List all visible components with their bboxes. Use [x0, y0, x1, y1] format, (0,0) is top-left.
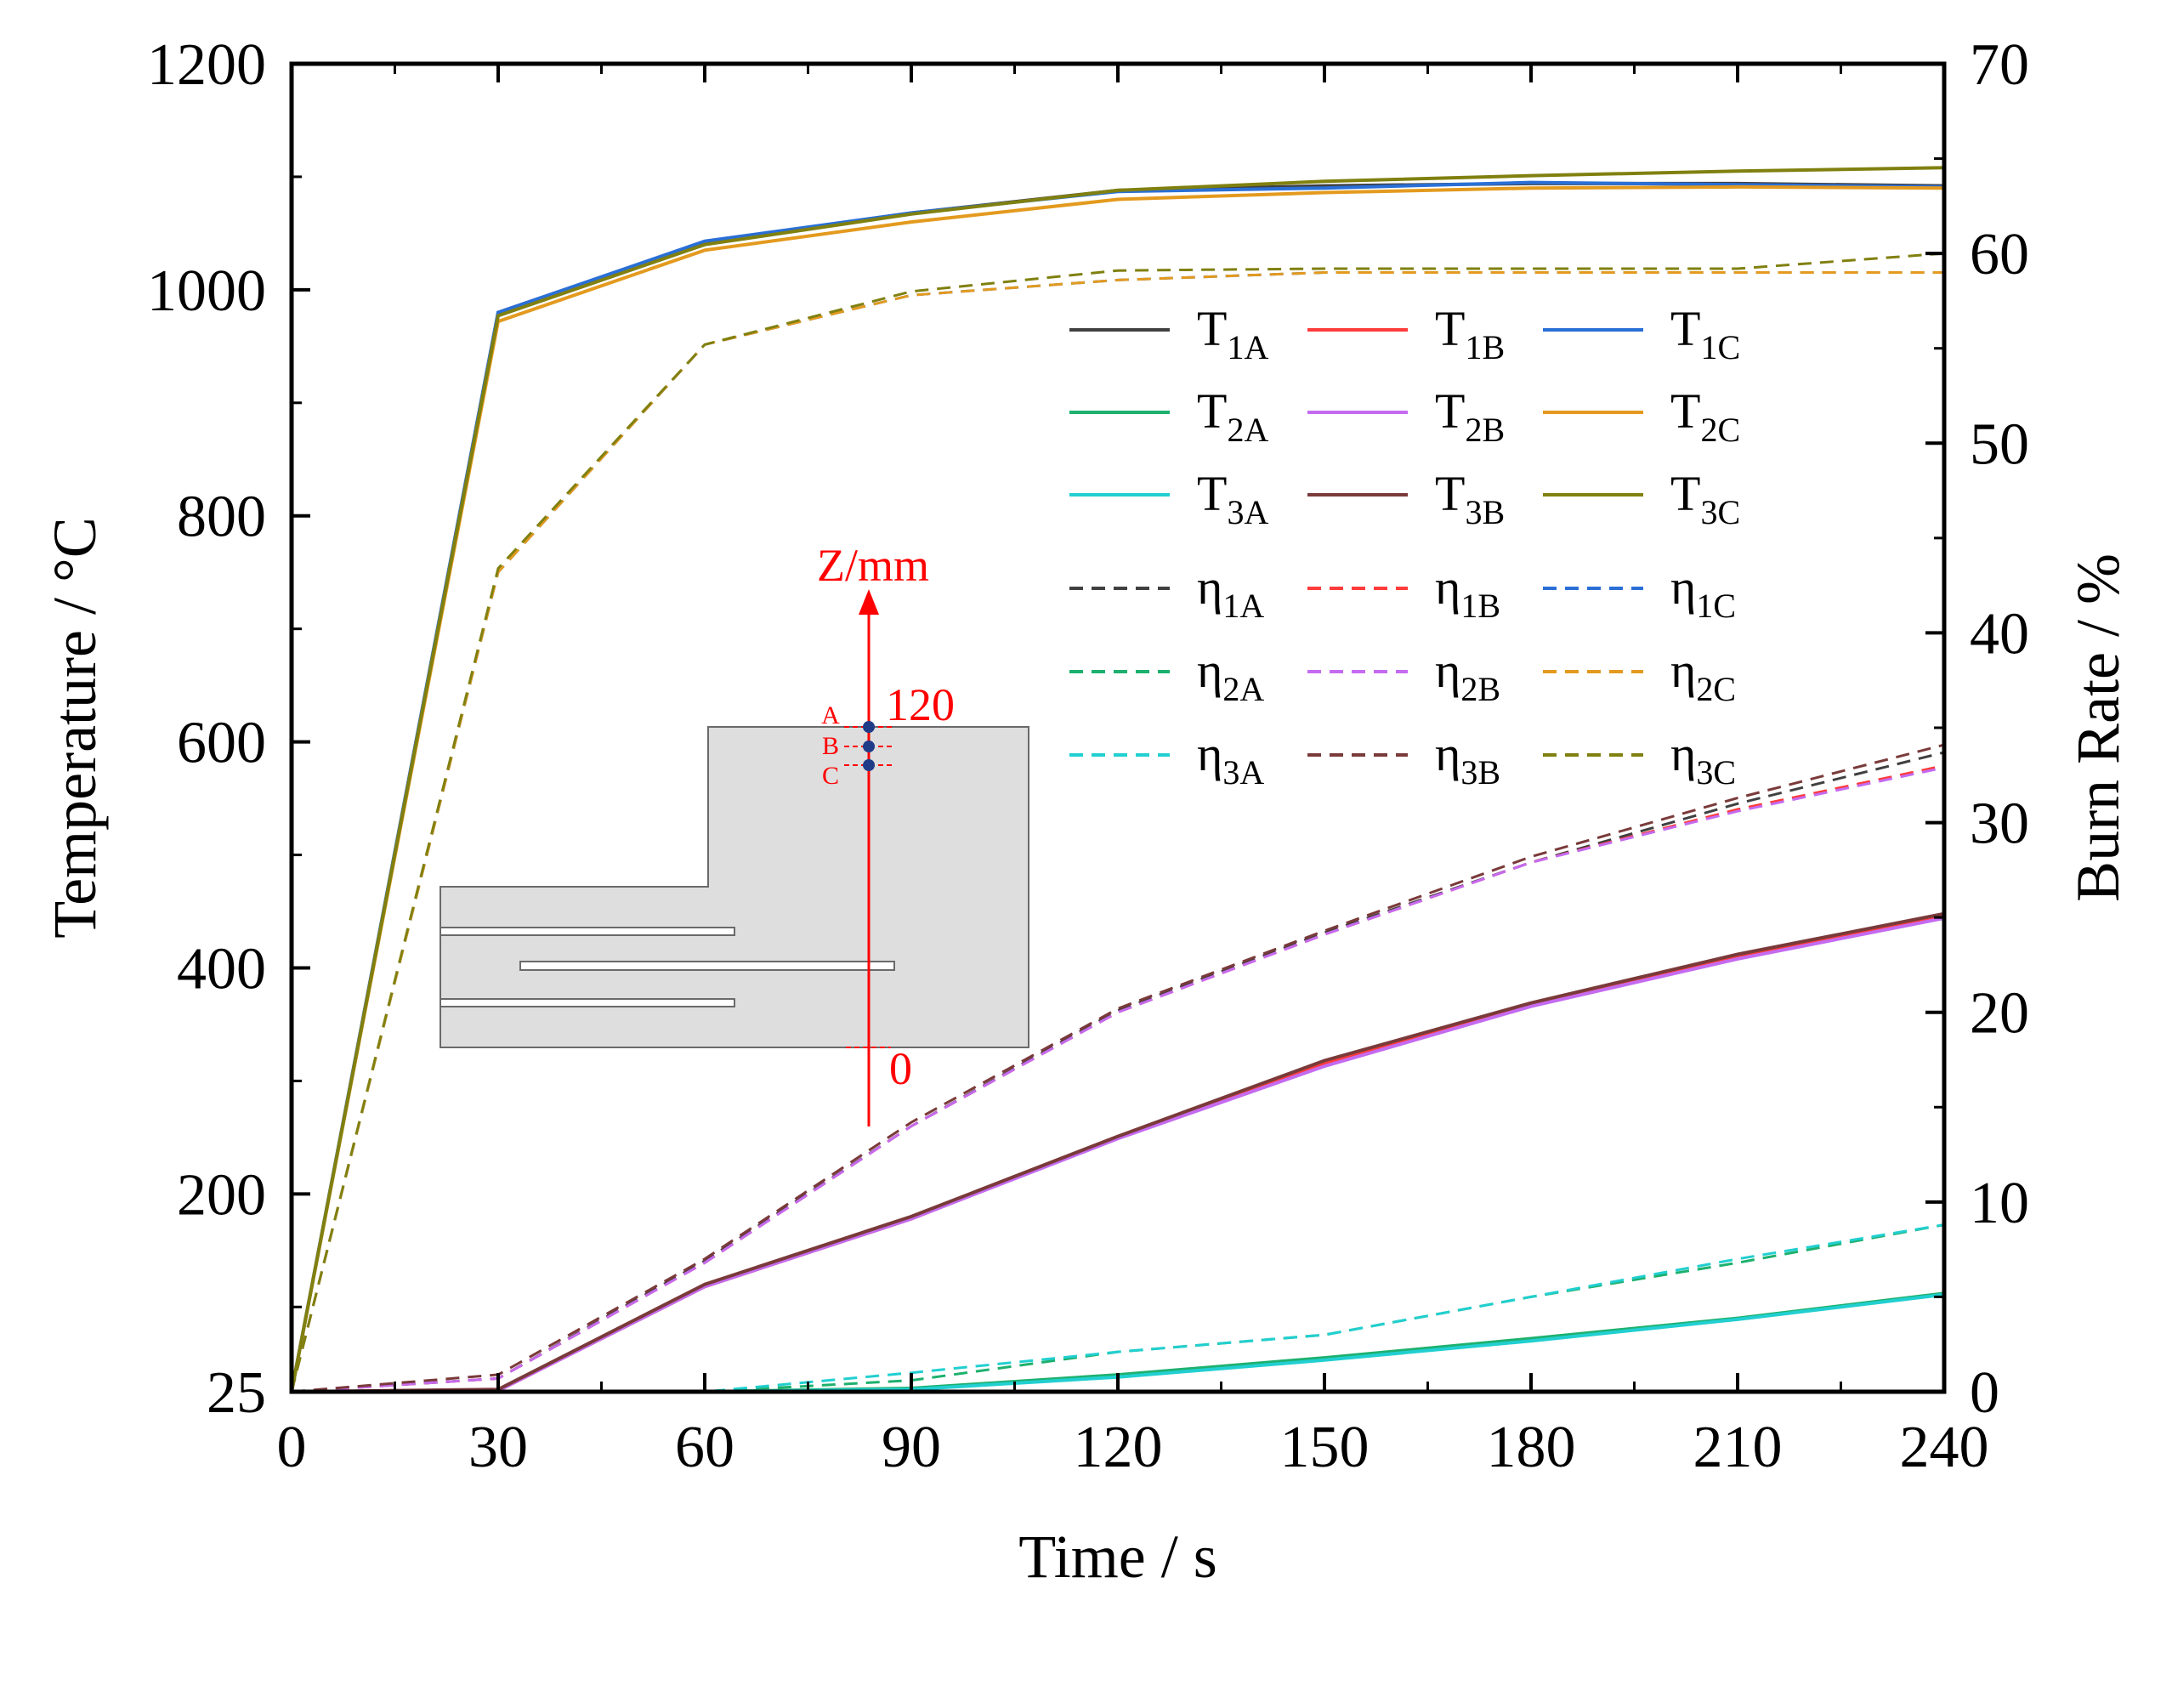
- legend-item-eta-3b: η3B: [1307, 726, 1500, 792]
- inset-slot-middle: [519, 961, 895, 971]
- x-tick-label: 150: [1280, 1415, 1370, 1480]
- x-tick-label: 60: [675, 1415, 734, 1480]
- legend-item-t-2c: T2C: [1543, 383, 1740, 449]
- y2-tick-label: 30: [1970, 792, 2029, 857]
- series-line-t-3c: [290, 166, 1945, 1393]
- legend: T1A T1B T1C T2A T2B T2C T3A T3B T3C η1A η1B η1C η2A η…: [1069, 301, 1740, 792]
- geometry-inset: Z/mm 120 0 A B C: [440, 540, 1029, 1126]
- y-tick-label: 1000: [147, 258, 266, 324]
- inset-slot-lower: [440, 998, 735, 1007]
- legend-item-t-3b: T3B: [1307, 466, 1505, 531]
- point-b-label: B: [822, 732, 839, 760]
- x-tick-label: 120: [1074, 1415, 1163, 1480]
- legend-item-t-3a: T3A: [1069, 466, 1268, 531]
- legend-label: T3B: [1435, 466, 1505, 531]
- legend-label: T2A: [1197, 383, 1268, 449]
- y2-tick-label: 60: [1970, 222, 2029, 287]
- z-top-value: 120: [886, 679, 955, 730]
- legend-label: η1B: [1435, 559, 1500, 625]
- legend-item-eta-2b: η2B: [1307, 643, 1500, 708]
- y2-tick-label: 0: [1970, 1360, 1999, 1426]
- legend-item-eta-1b: η1B: [1307, 559, 1500, 625]
- legend-label: η3C: [1670, 726, 1736, 792]
- y-tick-label: 200: [177, 1162, 266, 1228]
- legend-label: η1C: [1670, 559, 1736, 625]
- x-tick-label: 90: [882, 1415, 941, 1480]
- legend-label: η2B: [1435, 643, 1500, 708]
- y-tick-label: 400: [177, 936, 266, 1002]
- series-line-t-3b: [291, 911, 1945, 1393]
- series-line-eta-2c: [290, 271, 1944, 1393]
- legend-label: η2A: [1197, 643, 1264, 708]
- point-b-dot: [863, 741, 875, 752]
- legend-item-t-1b: T1B: [1307, 301, 1505, 366]
- x-tick-label: 210: [1693, 1415, 1783, 1480]
- legend-item-eta-2c: η2C: [1543, 643, 1736, 708]
- x-tick-label: 30: [468, 1415, 528, 1480]
- y-tick-label: 25: [207, 1360, 266, 1426]
- legend-label: T1C: [1670, 301, 1740, 366]
- series-line-eta-3b: [291, 743, 1945, 1393]
- z-axis-arrow-icon: [859, 589, 879, 615]
- y2-tick-label: 10: [1970, 1171, 2029, 1236]
- y2-axis-label: Burn Rate / %: [2064, 553, 2132, 902]
- point-c-label: C: [822, 762, 839, 790]
- point-c-dot: [863, 759, 875, 771]
- legend-item-eta-3c: η3C: [1543, 726, 1736, 792]
- y2-tick-label: 40: [1970, 601, 2029, 667]
- legend-label: T2B: [1435, 383, 1505, 449]
- y2-tick-label: 50: [1970, 411, 2029, 477]
- x-axis-label: Time / s: [1018, 1523, 1216, 1591]
- series-line-eta-1a: [291, 751, 1945, 1393]
- series-line-eta-2b: [291, 766, 1945, 1393]
- legend-item-eta-1c: η1C: [1543, 559, 1736, 625]
- legend-label: η1A: [1197, 559, 1264, 625]
- legend-item-t-2a: T2A: [1069, 383, 1268, 449]
- legend-item-t-1a: T1A: [1069, 301, 1268, 366]
- y-tick-label: 800: [177, 485, 266, 550]
- y2-tick-label: 20: [1970, 981, 2029, 1047]
- legend-label: η3A: [1197, 726, 1264, 792]
- inset-slot-upper: [440, 927, 735, 936]
- legend-item-eta-1a: η1A: [1069, 559, 1264, 625]
- z-axis-label: Z/mm: [817, 540, 929, 591]
- legend-label: η2C: [1670, 643, 1736, 708]
- legend-label: T1A: [1197, 301, 1268, 366]
- y-tick-label: 1200: [147, 32, 266, 98]
- legend-label: η3B: [1435, 726, 1500, 792]
- x-tick-label: 180: [1487, 1415, 1576, 1480]
- y-tick-label: 600: [177, 711, 266, 776]
- series-line-eta-3c: [290, 252, 1945, 1393]
- x-tick-label: 240: [1900, 1415, 1989, 1480]
- legend-item-eta-3a: η3A: [1069, 726, 1264, 792]
- point-a-dot: [863, 721, 875, 733]
- legend-label: T3C: [1670, 466, 1740, 531]
- y2-tick-label: 70: [1970, 32, 2029, 98]
- legend-item-t-3c: T3C: [1543, 466, 1740, 531]
- series-line-t-2c: [290, 184, 1945, 1393]
- legend-item-eta-2a: η2A: [1069, 643, 1264, 708]
- legend-label: T2C: [1670, 383, 1740, 449]
- legend-label: T3A: [1197, 466, 1268, 531]
- legend-item-t-1c: T1C: [1543, 301, 1740, 366]
- y-axis-label: Temperature / °C: [41, 517, 109, 939]
- legend-label: T1B: [1435, 301, 1505, 366]
- legend-item-t-2b: T2B: [1307, 383, 1505, 449]
- tick-layer: 0 30 60 90 120 150 180 210 240252004006008001000…: [147, 32, 2029, 1480]
- z-bottom-value: 0: [889, 1043, 912, 1094]
- point-a-label: A: [821, 701, 840, 729]
- x-tick-label: 0: [277, 1415, 307, 1480]
